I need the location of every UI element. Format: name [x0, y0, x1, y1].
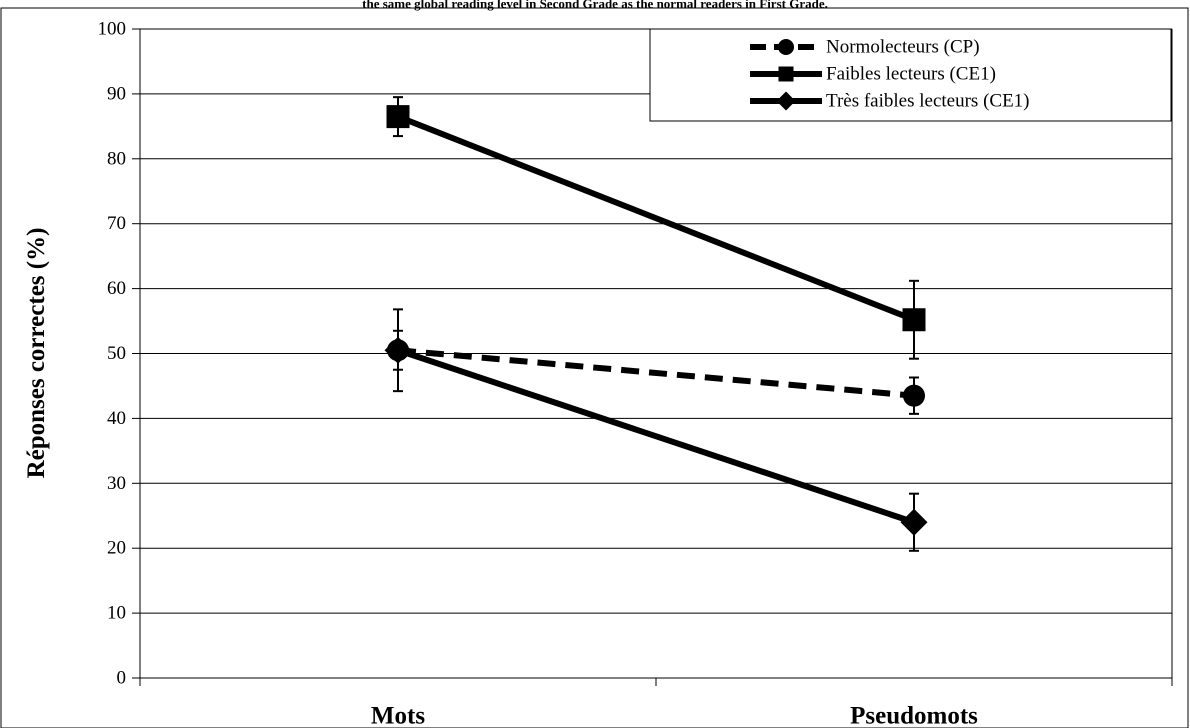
y-tick-label: 50 [107, 343, 126, 364]
legend-label: Très faibles lecteurs (CE1) [826, 91, 1030, 112]
series-line [396, 113, 916, 323]
chart-border [0, 7, 1189, 728]
y-axis-title: Réponses correctes (%) [23, 228, 50, 479]
series-line [397, 347, 915, 399]
data-point [386, 105, 410, 129]
y-tick-label: 0 [117, 668, 127, 689]
series-layer [384, 96, 928, 552]
y-tick-label: 100 [98, 19, 127, 40]
y-tick-label: 90 [107, 83, 126, 104]
axes [132, 28, 1173, 686]
x-category-label: Pseudomots [850, 703, 978, 728]
y-tick-label: 30 [107, 473, 126, 494]
series-line [397, 347, 915, 526]
data-point [902, 308, 926, 332]
x-category-labels: Mots Pseudomots [371, 703, 978, 728]
y-tick-label: 40 [107, 408, 126, 429]
data-point [900, 508, 928, 536]
y-tick-label: 80 [107, 148, 126, 169]
y-tick-labels: 0 10 20 30 40 50 60 70 80 90 100 [98, 19, 127, 689]
y-tick-label: 60 [107, 278, 126, 299]
y-tick-label: 20 [107, 538, 126, 559]
y-tick-label: 70 [107, 213, 126, 234]
legend-marker [778, 39, 794, 55]
chart-title: the same global reading level in Second … [362, 0, 828, 11]
legend-marker [778, 66, 794, 82]
legend-box [649, 28, 1172, 122]
data-point [384, 336, 412, 364]
legend-label: Normolecteurs (CP) [826, 37, 980, 58]
x-category-label: Mots [371, 703, 425, 728]
legend-label: Faibles lecteurs (CE1) [826, 64, 996, 85]
legend: Normolecteurs (CP) Faibles lecteurs (CE1)… [649, 28, 1172, 122]
y-tick-label: 10 [107, 603, 126, 624]
data-point [903, 384, 925, 407]
legend-marker [776, 91, 796, 111]
